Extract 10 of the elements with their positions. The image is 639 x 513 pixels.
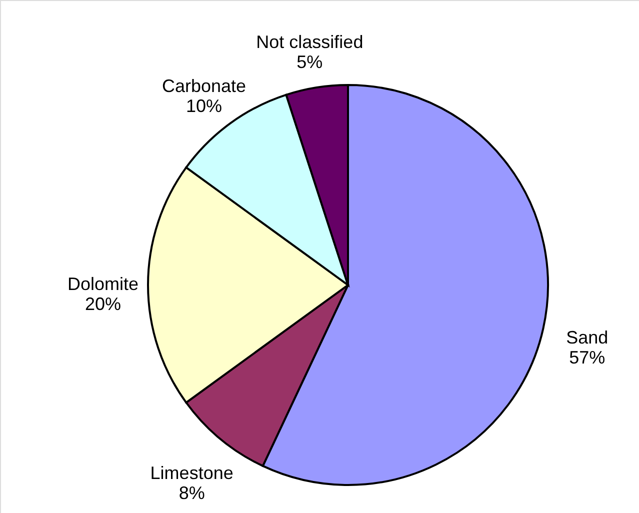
- slice-label: Dolomite: [67, 274, 139, 294]
- slice-label: Carbonate: [162, 76, 246, 96]
- data-label: 5%: [296, 52, 323, 72]
- data-label: 8%: [178, 482, 205, 503]
- data-label: 10%: [186, 96, 222, 116]
- slice-label: Sand: [566, 327, 608, 348]
- data-label: 57%: [569, 347, 606, 368]
- slice-label: Limestone: [150, 462, 234, 483]
- slice-label: Not classified: [256, 32, 364, 52]
- data-label: 20%: [84, 294, 122, 314]
